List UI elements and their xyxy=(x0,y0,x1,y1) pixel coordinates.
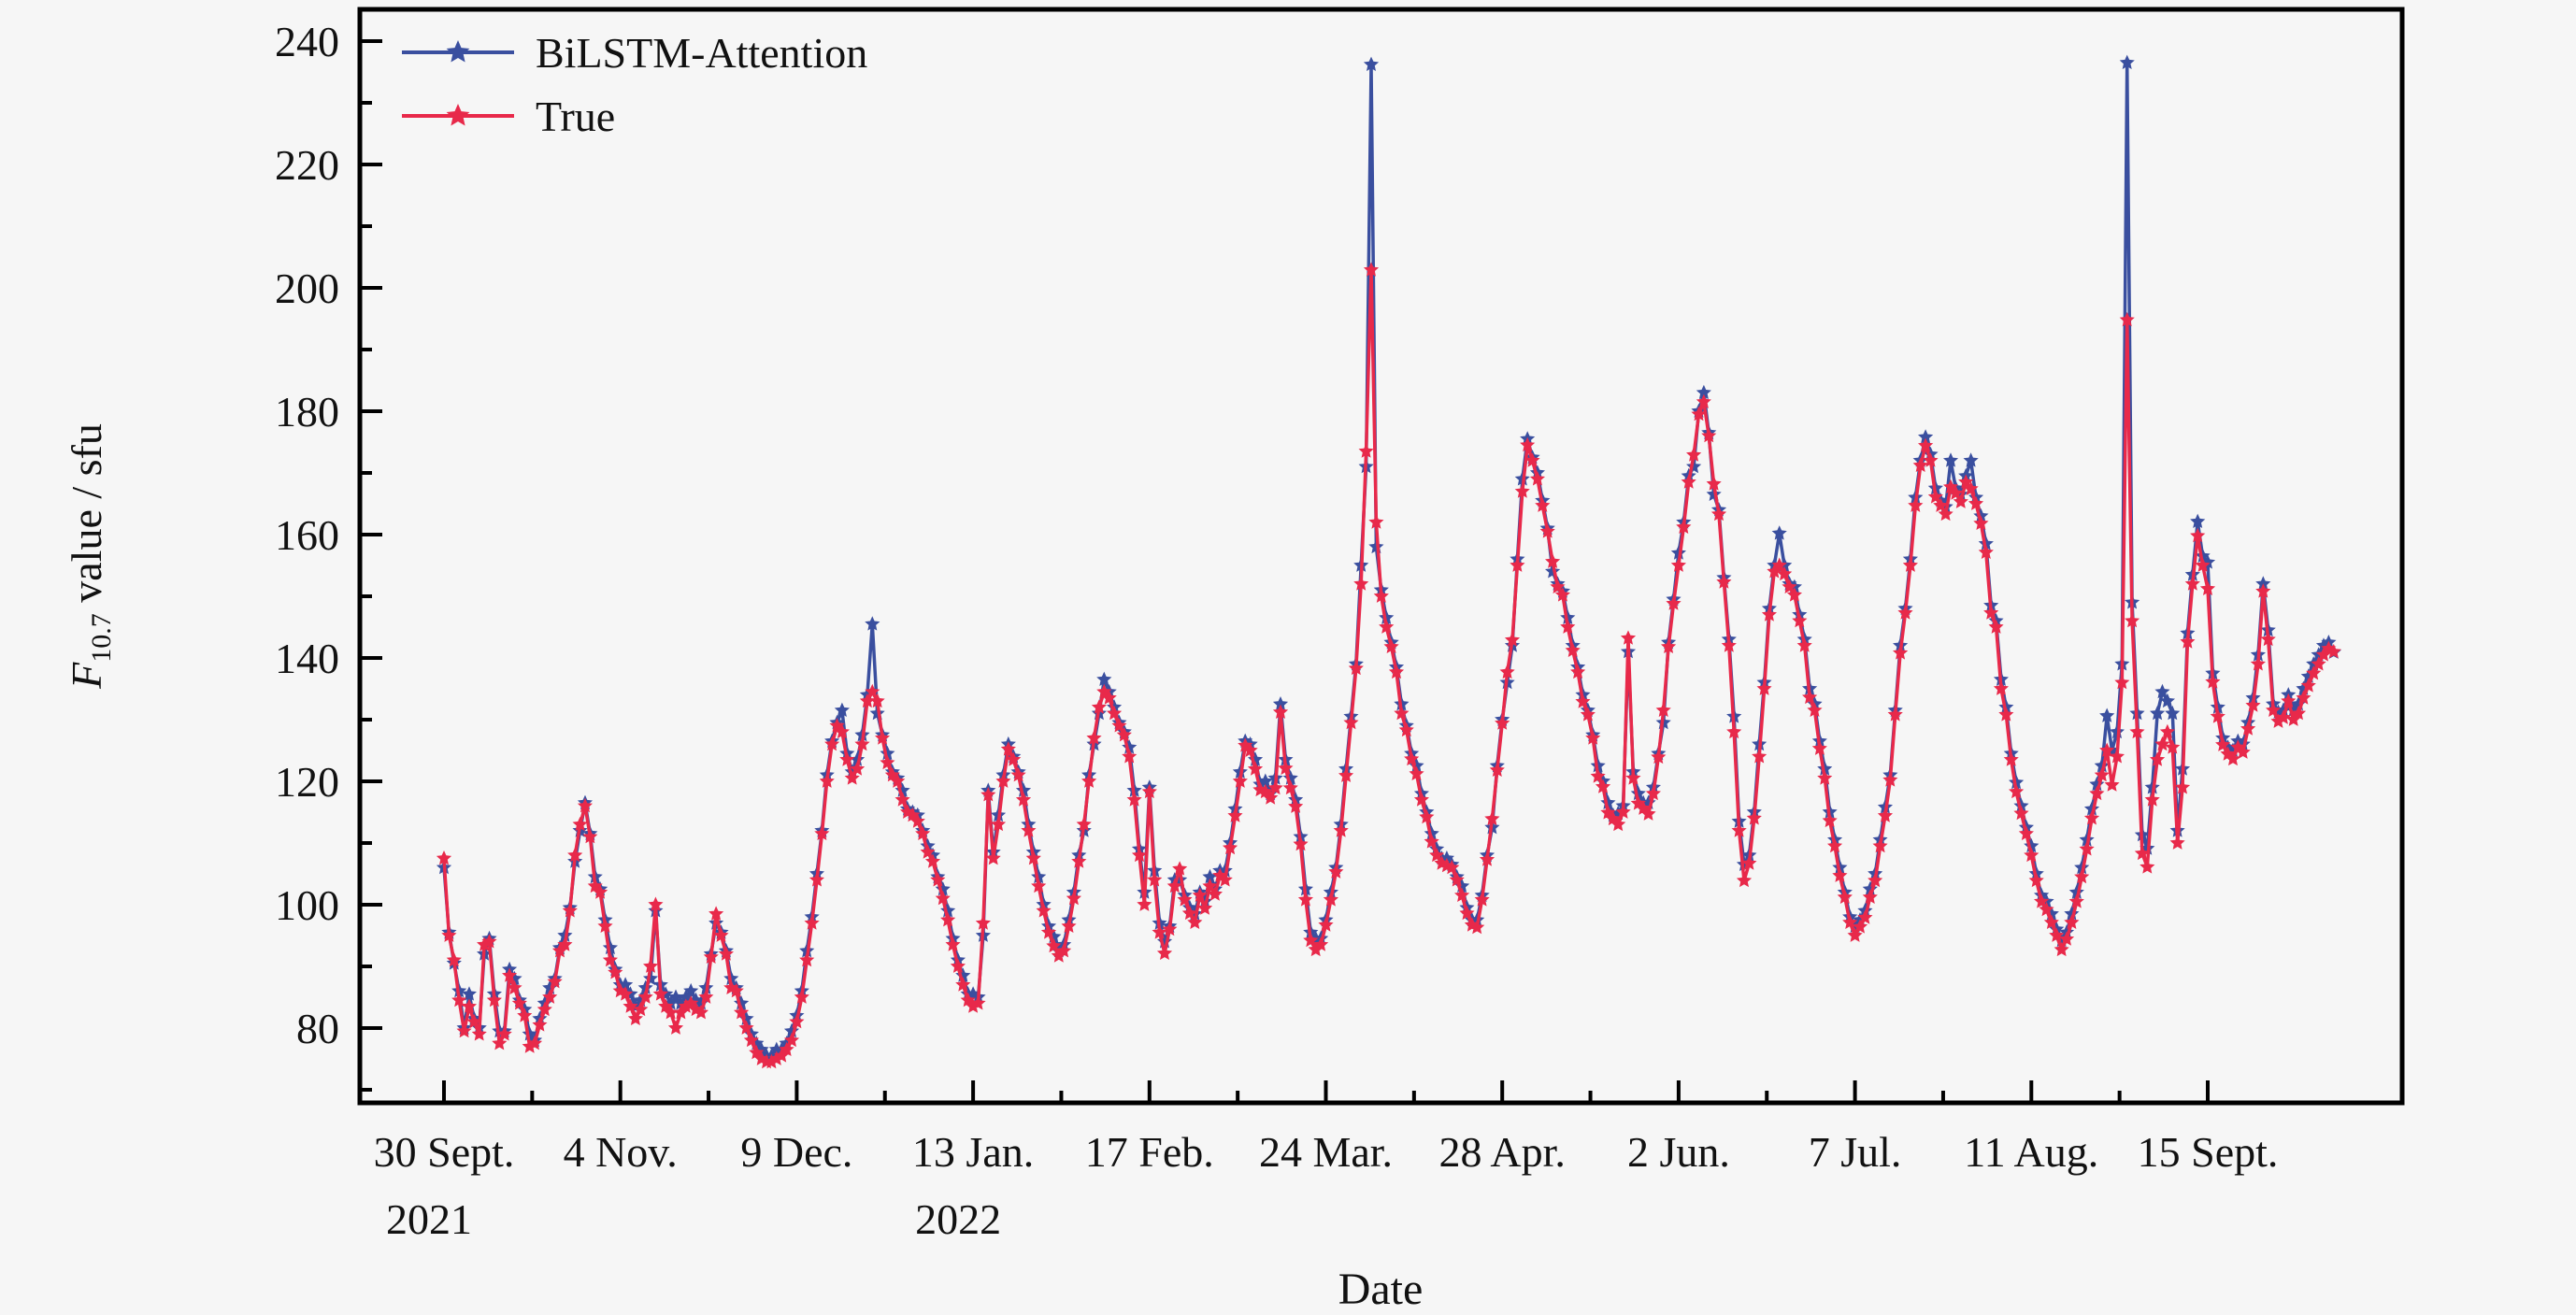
legend-label: True xyxy=(536,92,616,140)
x-tick-label: 11 Aug. xyxy=(1964,1128,2098,1176)
y-tick-label: 80 xyxy=(296,1005,339,1052)
x-tick-label: 28 Apr. xyxy=(1438,1128,1565,1176)
legend-item-true: True xyxy=(397,84,867,148)
x-tick-label: 7 Jul. xyxy=(1809,1128,1902,1176)
y-tick-label: 240 xyxy=(275,18,339,65)
y-axis-label-symbol: F xyxy=(63,662,110,689)
y-tick-label: 120 xyxy=(275,758,339,806)
x-year-label: 2022 xyxy=(915,1195,1001,1243)
x-tick-label: 17 Feb. xyxy=(1085,1128,1214,1176)
axis-ticks xyxy=(360,39,2210,1103)
y-tick-label: 220 xyxy=(275,141,339,189)
series-markers-bilstm-attention xyxy=(436,54,2341,1063)
y-tick-label: 180 xyxy=(275,388,339,436)
star-marker-icon xyxy=(446,40,470,63)
x-tick-label: 30 Sept. xyxy=(374,1128,515,1176)
legend-line-star-icon xyxy=(402,104,514,126)
x-tick-label: 13 Jan. xyxy=(912,1128,1034,1176)
legend: BiLSTM-Attention True xyxy=(397,21,867,148)
x-tick-label: 9 Dec. xyxy=(740,1128,852,1176)
y-tick-label: 100 xyxy=(275,881,339,929)
y-axis-label: F10.7 value / sfu xyxy=(62,423,118,689)
y-tick-label: 140 xyxy=(275,635,339,682)
x-tick-label: 15 Sept. xyxy=(2138,1128,2279,1176)
series-markers-true xyxy=(436,262,2341,1069)
y-tick-label: 160 xyxy=(275,511,339,559)
x-tick-label: 24 Mar. xyxy=(1259,1128,1393,1176)
y-tick-label: 200 xyxy=(275,264,339,312)
x-axis-label: Date xyxy=(1338,1265,1424,1314)
legend-item-bilstm: BiLSTM-Attention xyxy=(397,21,867,84)
legend-label: BiLSTM-Attention xyxy=(536,28,868,77)
series-line-true xyxy=(442,268,2335,1065)
y-axis-label-subscript: 10.7 xyxy=(86,613,117,663)
x-tick-label: 2 Jun. xyxy=(1627,1128,1730,1176)
legend-line-star-icon xyxy=(402,40,514,63)
plot-frame xyxy=(357,7,2405,1106)
star-marker-icon xyxy=(446,104,470,126)
x-year-label: 2021 xyxy=(386,1195,472,1243)
y-axis-label-units: value / sfu xyxy=(63,423,110,614)
x-tick-label: 4 Nov. xyxy=(564,1128,678,1176)
